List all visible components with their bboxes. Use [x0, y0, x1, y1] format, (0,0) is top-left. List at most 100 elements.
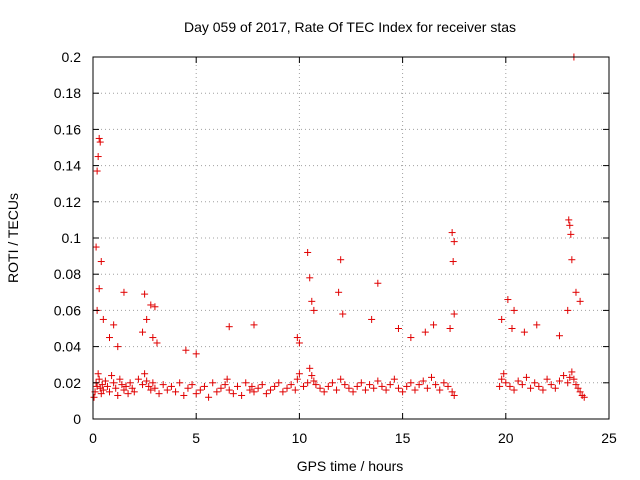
data-point [514, 377, 522, 385]
plot-frame [92, 56, 610, 420]
data-point [112, 384, 120, 392]
data-point [93, 167, 101, 175]
data-point [570, 375, 578, 383]
data-point [248, 382, 256, 390]
chart-title: Day 059 of 2017, Rate Of TEC Index for r… [184, 19, 516, 35]
data-point [510, 386, 518, 394]
data-point [415, 381, 423, 389]
data-point [502, 379, 510, 387]
data-point [114, 343, 122, 351]
data-point [308, 297, 316, 305]
data-point [368, 315, 376, 323]
data-point [275, 379, 283, 387]
data-point [149, 379, 157, 387]
data-point [188, 381, 196, 389]
data-point [106, 388, 114, 396]
data-point [522, 373, 530, 381]
data-point [246, 386, 254, 394]
data-point [295, 339, 303, 347]
x-tick-labels: 0 5 10 15 20 25 [89, 430, 617, 446]
data-point [510, 306, 518, 314]
data-point [293, 334, 301, 342]
data-point [149, 334, 157, 342]
data-point [386, 381, 394, 389]
data-point [306, 274, 314, 282]
data-point [341, 381, 349, 389]
data-point [312, 381, 320, 389]
data-point [576, 297, 584, 305]
data-point [560, 372, 568, 380]
data-point [163, 386, 171, 394]
data-point [407, 379, 415, 387]
data-point [287, 381, 295, 389]
data-point [374, 377, 382, 385]
data-point [159, 381, 167, 389]
data-point [225, 323, 233, 331]
data-point [353, 382, 361, 390]
y-tick-label: 0.2 [62, 49, 82, 65]
data-point [242, 379, 250, 387]
data-point [316, 384, 324, 392]
data-point [357, 379, 365, 387]
data-point [124, 390, 132, 398]
data-point [147, 386, 155, 394]
data-point [293, 375, 301, 383]
data-point [531, 379, 539, 387]
data-point [448, 229, 456, 237]
data-point [498, 315, 506, 323]
data-point [566, 373, 574, 381]
data-point [574, 384, 582, 392]
y-tick-label: 0.08 [54, 266, 81, 282]
data-point [139, 328, 147, 336]
x-tick-label: 25 [601, 430, 617, 446]
data-point [258, 381, 266, 389]
data-point [95, 375, 103, 383]
data-point [238, 391, 246, 399]
data-point [99, 315, 107, 323]
data-point [335, 288, 343, 296]
data-point [267, 386, 275, 394]
data-point [324, 382, 332, 390]
data-point [151, 384, 159, 392]
data-point [567, 230, 575, 238]
data-point [200, 382, 208, 390]
data-point [213, 388, 221, 396]
data-point [576, 388, 584, 396]
data-point [564, 379, 572, 387]
data-point [94, 370, 102, 378]
data-point [291, 386, 299, 394]
x-tick-label: 0 [89, 430, 97, 446]
x-tick-label: 5 [192, 430, 200, 446]
data-point [349, 388, 357, 396]
data-point [172, 388, 180, 396]
data-point [361, 386, 369, 394]
data-point [366, 381, 374, 389]
data-point [403, 382, 411, 390]
data-point [411, 386, 419, 394]
data-point [217, 384, 225, 392]
data-point [310, 377, 318, 385]
data-point [283, 384, 291, 392]
data-point [310, 306, 318, 314]
y-tick-label: 0.16 [54, 121, 81, 137]
data-point [446, 325, 454, 332]
data-point [271, 382, 279, 390]
data-point [116, 375, 124, 383]
data-point [209, 379, 217, 387]
data-point [153, 339, 161, 347]
data-point [543, 375, 551, 383]
data-point [304, 379, 312, 387]
data-point [139, 381, 147, 389]
data-point [520, 328, 528, 336]
data-point [547, 381, 555, 389]
y-tick-label: 0.18 [54, 85, 81, 101]
data-point [114, 391, 122, 399]
data-point [143, 315, 151, 323]
data-point [382, 386, 390, 394]
data-point [96, 384, 104, 392]
data-point [97, 258, 105, 266]
data-point [565, 216, 573, 224]
data-point [147, 301, 155, 309]
data-point [205, 393, 213, 401]
